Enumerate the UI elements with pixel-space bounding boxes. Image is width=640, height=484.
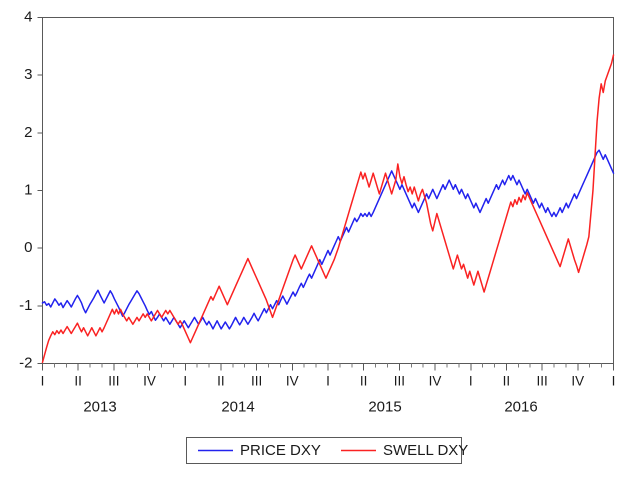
x-quarter-label: IV xyxy=(143,374,156,389)
y-tick-label: -2 xyxy=(19,354,32,371)
y-axis: -2 -1 0 1 2 3 4 xyxy=(19,8,43,371)
x-year-label: 2015 xyxy=(368,399,401,416)
x-quarter-label: I xyxy=(41,374,45,389)
y-tick-label: 3 xyxy=(24,66,32,83)
x-quarter-label: IV xyxy=(571,374,584,389)
x-quarter-label: III xyxy=(108,374,119,389)
x-quarter-label: II xyxy=(74,374,82,389)
x-quarter-label: I xyxy=(469,374,473,389)
legend-label-price: PRICE DXY xyxy=(240,442,321,459)
x-quarter-label: II xyxy=(503,374,511,389)
y-tick-label: 0 xyxy=(24,239,32,256)
legend-label-swell: SWELL DXY xyxy=(383,442,468,459)
x-year-label: 2013 xyxy=(83,399,116,416)
x-quarter-label: III xyxy=(536,374,547,389)
x-quarter-label: IV xyxy=(429,374,442,389)
x-quarter-label: I xyxy=(612,374,616,389)
x-year-label: 2016 xyxy=(504,399,537,416)
y-tick-label: 2 xyxy=(24,124,32,141)
data-series xyxy=(41,54,615,364)
legend: PRICE DXY SWELL DXY xyxy=(185,436,468,465)
x-quarter-label: I xyxy=(326,374,330,389)
x-year-label: 2014 xyxy=(221,399,254,416)
series-line-price-dxy xyxy=(41,149,615,330)
x-quarter-label: III xyxy=(251,374,262,389)
x-axis-quarter-labels: I II III IV I II III IV I II III IV I II III IV I xyxy=(41,374,616,389)
x-quarter-label: IV xyxy=(286,374,299,389)
series-line-swell-dxy xyxy=(41,54,615,364)
x-quarter-label: II xyxy=(360,374,368,389)
x-quarter-label: III xyxy=(394,374,405,389)
x-quarter-label: II xyxy=(217,374,225,389)
x-axis-year-labels: 2013 2014 2015 2016 xyxy=(83,399,537,416)
x-axis-ticks xyxy=(42,363,614,371)
y-tick-label: -1 xyxy=(19,297,32,314)
y-tick-label: 1 xyxy=(24,181,32,198)
x-quarter-label: I xyxy=(183,374,187,389)
y-tick-label: 4 xyxy=(24,8,32,25)
